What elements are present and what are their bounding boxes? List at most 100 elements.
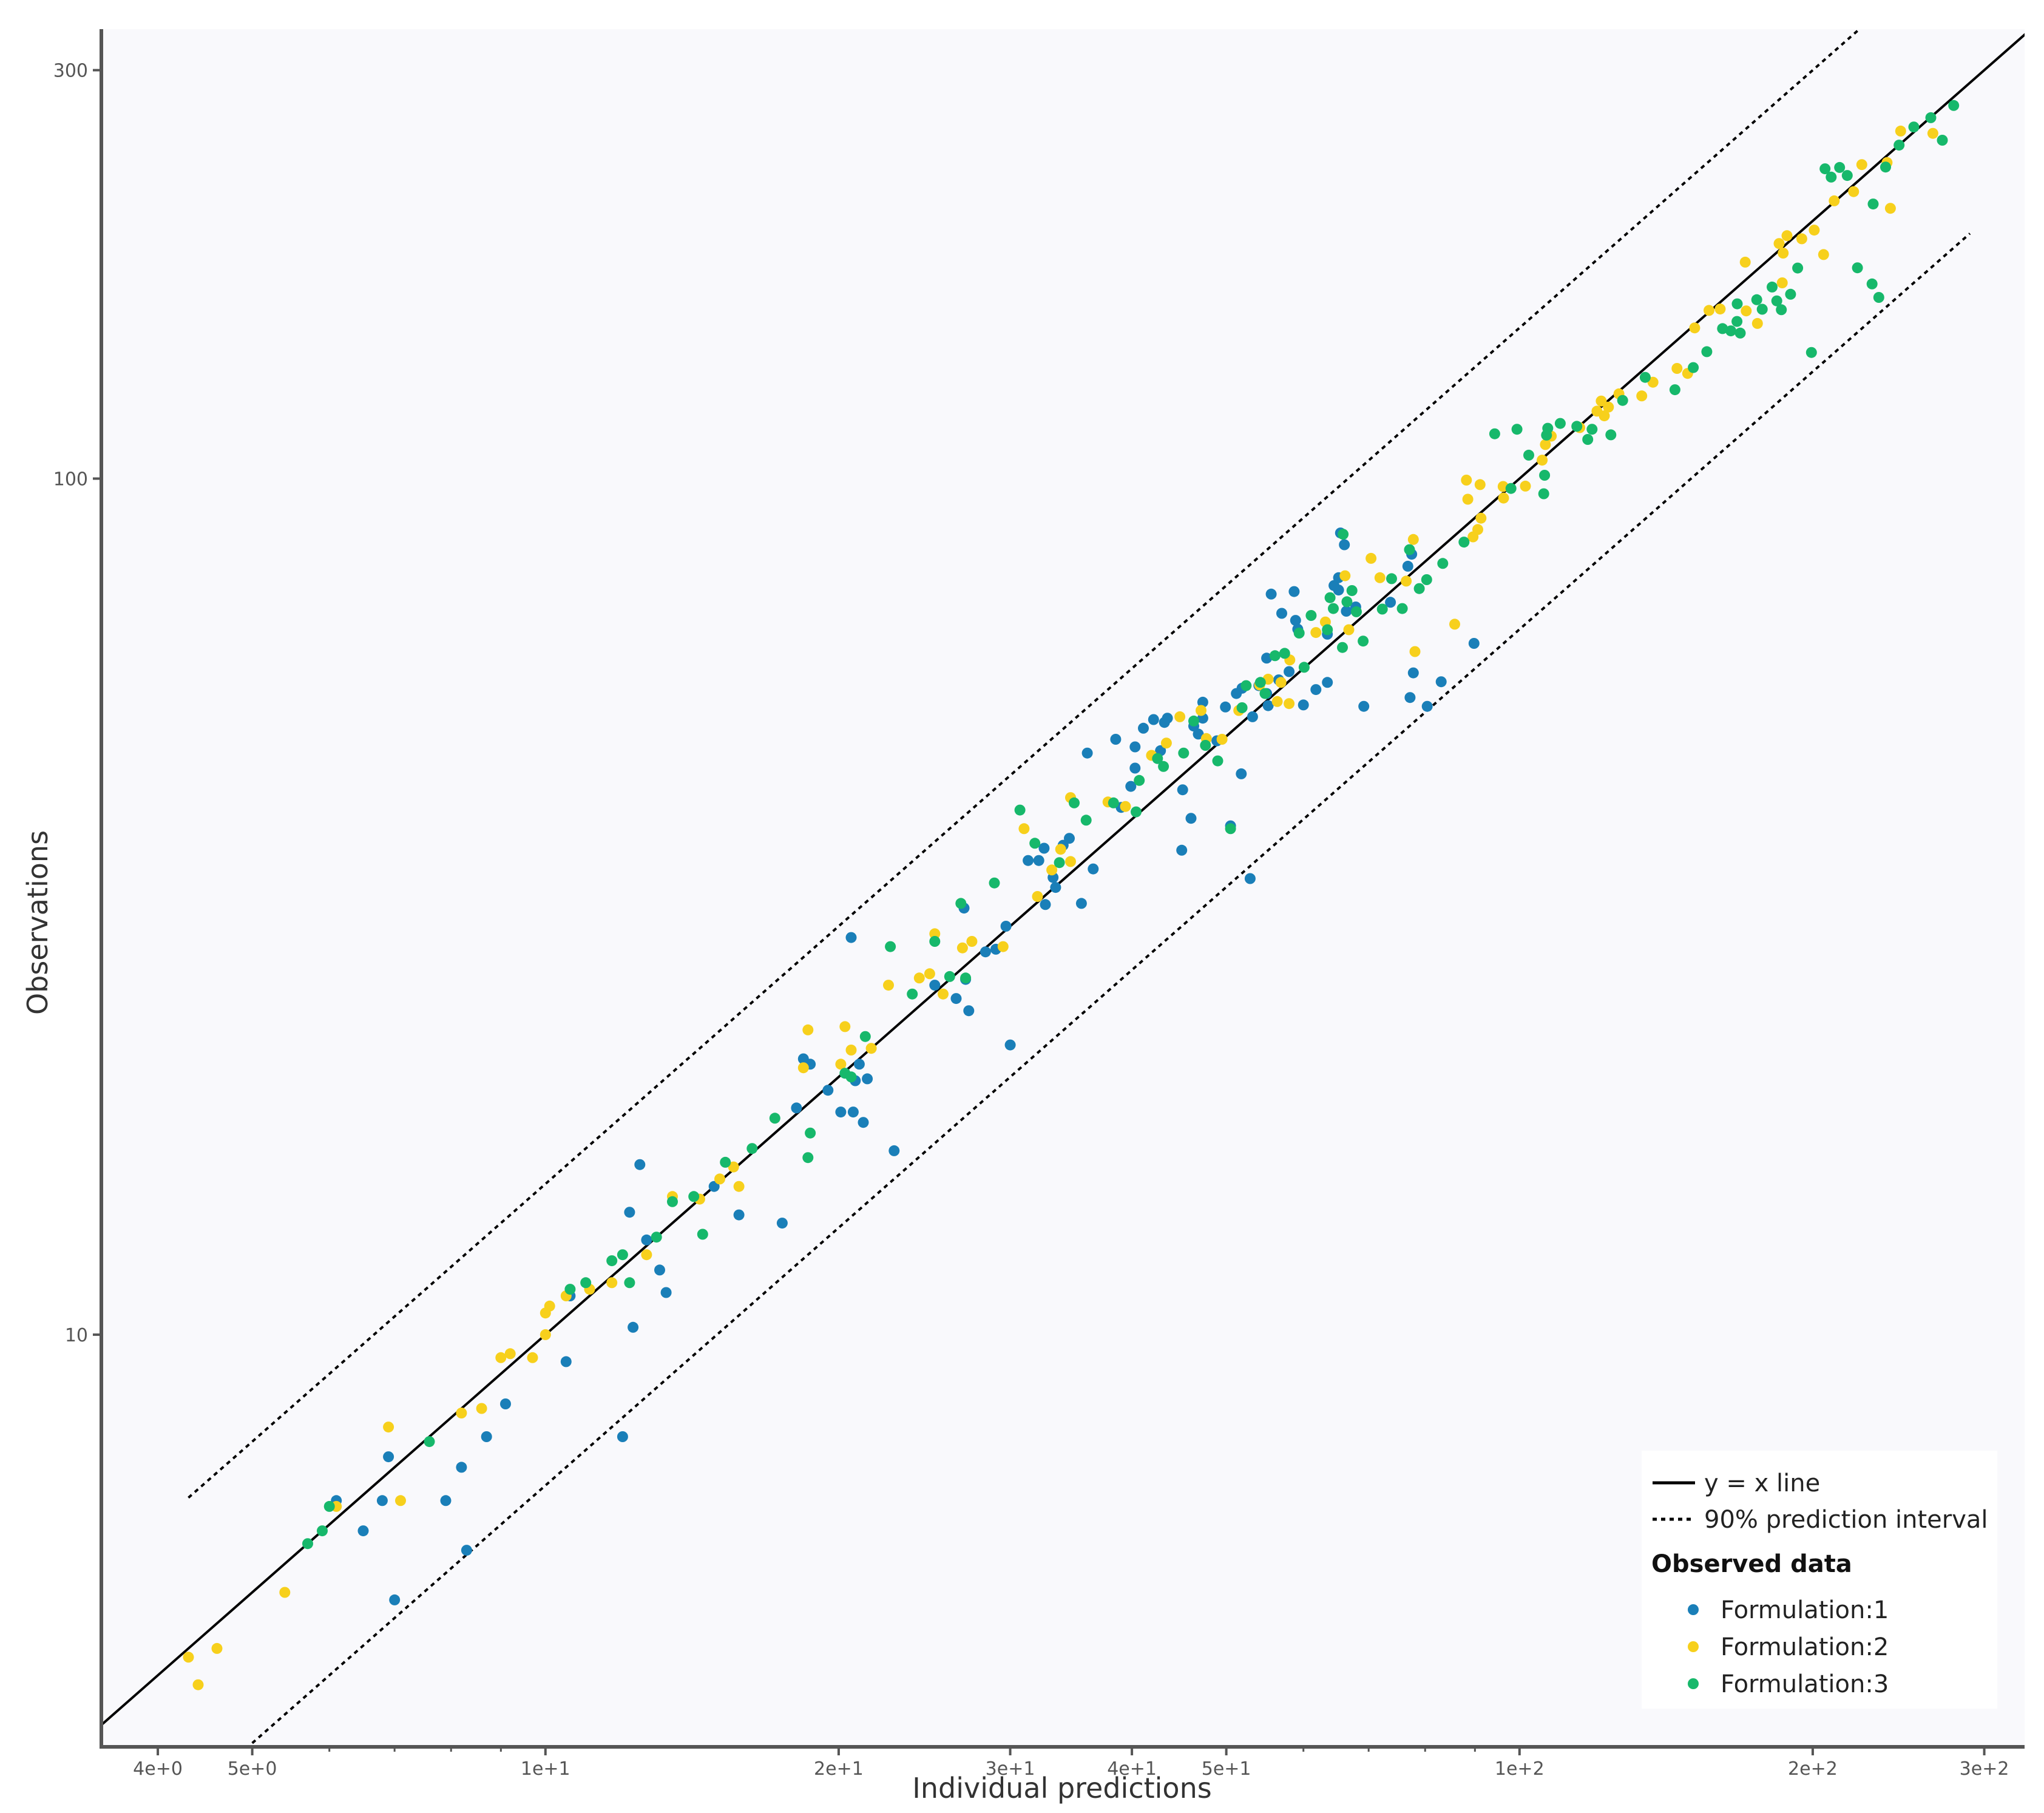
data-point-formulation-2 bbox=[1895, 125, 1906, 137]
data-point-formulation-2 bbox=[1275, 677, 1287, 688]
data-point-formulation-1 bbox=[383, 1451, 394, 1463]
data-point-formulation-2 bbox=[956, 942, 968, 954]
data-point-formulation-2 bbox=[1461, 475, 1472, 486]
data-point-formulation-1 bbox=[440, 1495, 452, 1506]
data-point-formulation-2 bbox=[1310, 627, 1322, 639]
x-tick-label: 3e+1 bbox=[986, 1758, 1035, 1780]
data-point-formulation-1 bbox=[733, 1209, 745, 1221]
data-point-formulation-1 bbox=[1407, 667, 1419, 679]
data-point-formulation-1 bbox=[357, 1525, 369, 1537]
data-point-formulation-3 bbox=[1880, 161, 1891, 173]
data-point-formulation-3 bbox=[929, 936, 941, 947]
legend-marker-formulation-3 bbox=[1688, 1678, 1699, 1689]
data-point-formulation-3 bbox=[1734, 327, 1746, 339]
data-point-formulation-1 bbox=[1247, 711, 1258, 722]
data-point-formulation-3 bbox=[1511, 424, 1523, 435]
data-point-formulation-2 bbox=[1498, 492, 1509, 504]
data-point-formulation-2 bbox=[1407, 534, 1419, 545]
data-point-formulation-2 bbox=[1520, 480, 1531, 492]
data-point-formulation-3 bbox=[317, 1525, 328, 1537]
data-point-formulation-3 bbox=[1054, 857, 1065, 869]
data-point-formulation-3 bbox=[1108, 797, 1119, 808]
data-point-formulation-2 bbox=[1537, 455, 1548, 466]
x-tick-label: 2e+2 bbox=[1788, 1758, 1838, 1780]
data-point-formulation-1 bbox=[1138, 722, 1149, 734]
data-point-formulation-1 bbox=[1339, 539, 1350, 551]
data-point-formulation-2 bbox=[1773, 238, 1785, 249]
data-point-formulation-2 bbox=[456, 1408, 467, 1418]
data-point-formulation-2 bbox=[1856, 159, 1867, 171]
data-point-formulation-3 bbox=[1767, 281, 1778, 293]
data-point-formulation-3 bbox=[1346, 585, 1358, 596]
data-point-formulation-1 bbox=[835, 1106, 847, 1118]
data-point-formulation-3 bbox=[1586, 424, 1598, 435]
data-point-formulation-3 bbox=[769, 1113, 780, 1124]
data-point-formulation-3 bbox=[1542, 422, 1554, 434]
data-point-formulation-1 bbox=[1262, 700, 1274, 711]
data-point-formulation-2 bbox=[1739, 256, 1751, 268]
data-point-formulation-3 bbox=[1134, 774, 1145, 786]
data-point-formulation-2 bbox=[714, 1173, 725, 1185]
data-point-formulation-3 bbox=[1701, 346, 1713, 358]
data-point-formulation-2 bbox=[641, 1249, 652, 1261]
data-point-formulation-3 bbox=[1404, 544, 1415, 555]
data-point-formulation-2 bbox=[913, 972, 925, 984]
data-point-formulation-3 bbox=[1908, 121, 1920, 133]
data-point-formulation-2 bbox=[476, 1403, 487, 1414]
data-point-formulation-2 bbox=[1174, 711, 1186, 722]
legend-title: Observed data bbox=[1651, 1550, 1852, 1578]
data-point-formulation-2 bbox=[1401, 575, 1412, 587]
data-point-formulation-1 bbox=[1265, 588, 1277, 600]
data-point-formulation-1 bbox=[1088, 863, 1099, 875]
identity-line bbox=[101, 33, 2025, 1727]
data-point-formulation-3 bbox=[1866, 278, 1878, 290]
data-point-formulation-1 bbox=[1075, 898, 1087, 909]
data-point-formulation-1 bbox=[560, 1356, 572, 1367]
data-point-formulation-3 bbox=[955, 898, 967, 909]
data-point-formulation-1 bbox=[1081, 747, 1093, 759]
data-point-formulation-2 bbox=[1120, 801, 1131, 812]
data-point-formulation-3 bbox=[1396, 603, 1408, 614]
data-point-formulation-2 bbox=[1714, 303, 1726, 315]
data-point-formulation-3 bbox=[1298, 662, 1310, 673]
data-point-formulation-2 bbox=[1540, 439, 1551, 450]
data-point-formulation-3 bbox=[1386, 573, 1397, 585]
data-point-formulation-1 bbox=[1402, 560, 1413, 572]
data-point-formulation-1 bbox=[1185, 813, 1197, 824]
data-point-formulation-2 bbox=[1927, 127, 1938, 139]
data-point-formulation-1 bbox=[617, 1431, 628, 1442]
data-point-formulation-1 bbox=[1358, 700, 1370, 712]
data-point-formulation-3 bbox=[885, 941, 896, 952]
data-point-formulation-3 bbox=[1852, 262, 1863, 274]
data-point-formulation-2 bbox=[1818, 249, 1829, 260]
data-point-formulation-1 bbox=[660, 1287, 672, 1298]
data-point-formulation-2 bbox=[1343, 624, 1355, 635]
data-point-formulation-1 bbox=[791, 1102, 802, 1114]
data-point-formulation-2 bbox=[1409, 646, 1421, 657]
data-point-formulation-3 bbox=[1867, 198, 1879, 210]
data-point-formulation-3 bbox=[1893, 140, 1905, 151]
data-point-formulation-1 bbox=[1110, 734, 1122, 745]
data-point-formulation-3 bbox=[1254, 677, 1266, 688]
legend-label-formulation-2: Formulation:2 bbox=[1721, 1633, 1889, 1661]
data-point-formulation-2 bbox=[839, 1021, 851, 1032]
x-tick-label: 4e+0 bbox=[133, 1758, 183, 1780]
data-point-formulation-1 bbox=[500, 1398, 511, 1409]
data-point-formulation-2 bbox=[1196, 705, 1206, 716]
x-tick-label: 1e+2 bbox=[1495, 1758, 1545, 1780]
data-point-formulation-1 bbox=[1220, 701, 1231, 713]
data-point-formulation-3 bbox=[1841, 170, 1853, 181]
data-point-formulation-3 bbox=[323, 1500, 335, 1512]
data-point-formulation-1 bbox=[1064, 833, 1075, 844]
data-point-formulation-2 bbox=[997, 941, 1009, 952]
data-point-formulation-3 bbox=[1338, 529, 1349, 540]
y-tick-label: 100 bbox=[53, 469, 88, 490]
data-point-formulation-3 bbox=[1188, 715, 1199, 727]
data-point-formulation-2 bbox=[192, 1679, 204, 1690]
data-point-formulation-1 bbox=[481, 1431, 492, 1442]
data-point-formulation-3 bbox=[1269, 650, 1281, 662]
data-point-formulation-1 bbox=[1033, 855, 1044, 866]
data-point-formulation-3 bbox=[1538, 488, 1549, 500]
data-point-formulation-2 bbox=[183, 1652, 194, 1663]
data-point-formulation-3 bbox=[944, 971, 955, 982]
